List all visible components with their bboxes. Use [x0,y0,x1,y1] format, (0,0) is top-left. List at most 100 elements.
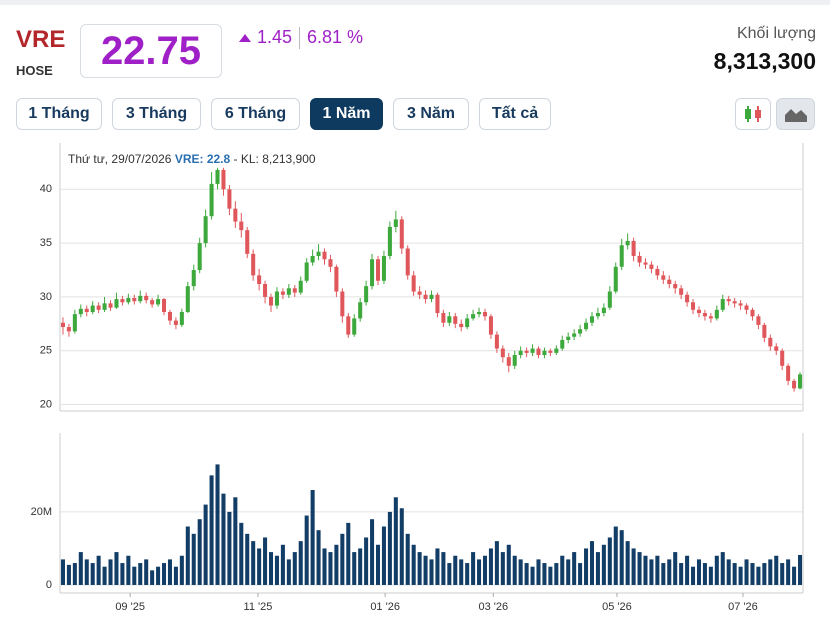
candle-body [346,316,351,335]
volume-label: Khối lượng [736,25,816,42]
area-toggle[interactable] [776,98,815,130]
candle-toggle[interactable] [735,98,771,130]
volume-bar [298,541,303,585]
candle-body [447,316,452,323]
volume-bar [786,559,791,585]
volume-bar [126,555,131,585]
volume-bar [613,526,618,585]
volume-bar [619,530,624,585]
volume-bar [572,552,577,585]
volume-bar [471,552,476,585]
candle-body [708,316,713,319]
volume-bar [637,552,642,585]
candle-body [589,316,595,323]
candle-body [691,302,696,310]
x-tick-label: 01 '26 [370,601,400,613]
volume-bar [340,533,345,585]
volume-bar [370,519,375,585]
volume-bar [762,563,767,585]
candle-body [292,288,297,293]
volume-bar [524,563,529,585]
volume-bar [589,541,595,585]
candle-body [584,322,589,330]
volume-bar [185,526,190,585]
volume-bar [221,493,226,585]
candle-body [322,251,327,260]
volume: 8,313,300 [713,48,816,74]
candle-body [316,251,321,257]
candle-body [257,275,262,284]
volume-bar [381,526,386,585]
volume-bar [679,563,684,585]
volume-bar [322,548,327,585]
candle-body [714,309,719,319]
volume-bar [744,559,749,585]
candle-body [726,299,731,302]
candle-body [750,309,755,317]
area-icon [784,109,807,122]
candle-body [227,189,232,209]
up-arrow [239,34,251,42]
volume-bar [459,559,464,585]
price: 22.75 [80,24,222,78]
range-button[interactable]: 3 Tháng [112,98,201,130]
volume-bar [518,559,523,585]
candle-body [465,318,470,328]
volume-bar [132,566,137,585]
y-tick-label: 0 [46,579,52,591]
range-button[interactable]: 1 Tháng [16,98,102,130]
y-tick-label: 25 [40,345,52,357]
candle-body [441,313,446,323]
volume-bar [506,544,511,585]
candle-body [114,299,119,308]
candle-body [518,350,523,356]
volume-bar [714,555,719,585]
candle-body [84,308,89,312]
candle-body [780,350,785,366]
range-button[interactable]: 1 Năm [310,98,383,130]
candle-body [161,299,167,312]
candle-body [768,337,773,347]
volume-bar [756,566,761,585]
volume-bar [233,497,238,585]
candle-body [702,313,707,317]
candle-body [756,316,761,325]
candle-body [643,262,648,265]
y-tick-label: 30 [40,291,52,303]
volume-bar [512,555,517,585]
candle-body [375,259,381,281]
volume-bar [423,555,428,585]
volume-bar [554,563,559,585]
volume-bar [530,566,535,585]
candle-body [732,301,737,304]
candle-body [494,334,499,349]
candle-body [685,294,690,303]
volume-bar [263,537,268,585]
candle-body [762,324,767,338]
range-button[interactable]: 6 Tháng [211,98,300,130]
volume-bar [274,555,279,585]
candle-body [572,333,577,337]
volume-bar [696,559,702,585]
candle-body [334,266,339,292]
tooltip-price: VRE: 22.8 [174,152,231,166]
x-tick-label: 11 '25 [244,601,273,613]
volume-bar [607,537,612,585]
range-button[interactable]: 3 Năm [393,98,469,130]
separator [299,27,300,49]
volume-bar [661,563,666,585]
volume-bar [268,552,274,585]
candle-body [286,288,291,295]
candle-body [417,291,422,295]
candle-icon [745,106,761,122]
volume-bar [209,475,214,585]
candle-body [637,256,642,263]
candle-body [173,320,178,325]
volume-bar [738,566,743,585]
volume-bar [120,563,125,585]
range-button[interactable]: Tất cả [479,98,551,130]
volume-bar [84,559,89,585]
volume-bar [334,544,339,585]
volume-bar [215,464,220,585]
